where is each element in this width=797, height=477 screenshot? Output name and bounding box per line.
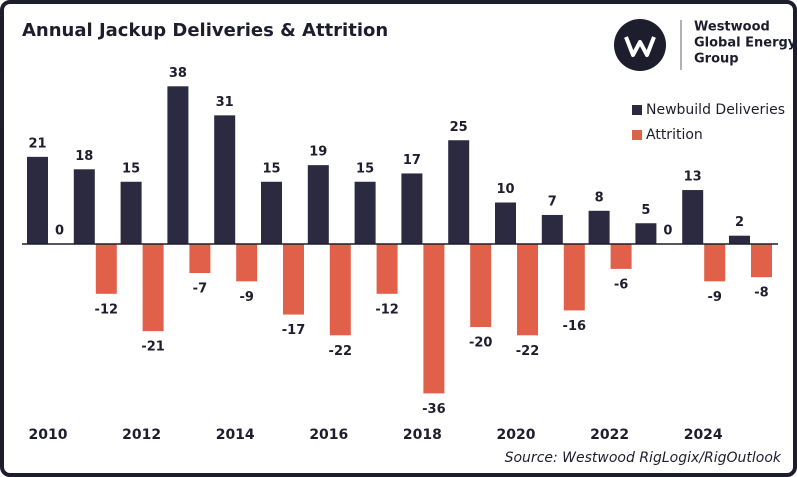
data-label: 31: [216, 95, 234, 110]
bar: [354, 181, 376, 244]
bar: [517, 244, 538, 336]
bar: [729, 235, 750, 244]
legend-label: Newbuild Deliveries: [646, 102, 785, 118]
data-label: 17: [403, 153, 421, 168]
bar: [307, 165, 329, 244]
x-tick-label: 2022: [590, 427, 629, 443]
bar: [95, 244, 117, 294]
bar: [751, 244, 772, 278]
bar: [214, 115, 236, 244]
bar: [470, 244, 492, 327]
data-label: 13: [684, 170, 702, 185]
bar: [73, 169, 95, 244]
bar: [704, 244, 726, 282]
source: Source: Westwood RigLogix/RigOutlook: [505, 450, 782, 466]
data-label: -9: [707, 290, 721, 305]
data-label: 21: [28, 136, 46, 151]
x-tick-label: 2016: [309, 427, 348, 443]
legend-swatch: [632, 130, 642, 140]
bar: [588, 210, 610, 244]
x-tick-label: 2012: [122, 427, 161, 443]
bar: [495, 202, 516, 244]
logo-w: [624, 36, 656, 57]
data-label: 38: [169, 66, 187, 81]
data-label: 19: [309, 145, 327, 160]
x-tick-label: 2014: [216, 427, 255, 443]
bar: [541, 214, 563, 244]
bar: [376, 244, 398, 294]
x-tick-label: 2020: [497, 427, 536, 443]
bar: [261, 181, 282, 244]
bar: [448, 140, 470, 244]
data-label: 18: [75, 149, 93, 164]
bar: [142, 244, 164, 332]
data-label: -6: [614, 277, 628, 292]
legend-label: Attrition: [646, 127, 703, 143]
data-label: -12: [95, 302, 119, 317]
logo: Westwood Global Energy Group: [614, 19, 797, 71]
data-label: 0: [663, 224, 672, 239]
x-tick-label: 2024: [684, 427, 723, 443]
x-tick-label: 2018: [403, 427, 442, 443]
bar: [189, 244, 211, 274]
bar: [401, 173, 423, 244]
data-label: 8: [595, 190, 604, 205]
logo-text: Westwood: [694, 20, 770, 35]
data-label: -16: [563, 319, 587, 334]
data-label: 15: [262, 161, 280, 176]
data-label: -8: [754, 286, 768, 301]
chart-title: Annual Jackup Deliveries & Attrition: [22, 20, 388, 41]
data-label: 2: [735, 215, 744, 230]
data-label: 7: [548, 194, 557, 209]
bar: [423, 244, 445, 394]
bar: [236, 244, 258, 282]
data-label: -7: [193, 282, 207, 297]
data-label: -9: [239, 290, 253, 305]
data-label: -21: [141, 340, 165, 355]
bar: [120, 181, 142, 244]
bar: [167, 86, 189, 244]
x-tick-label: 2010: [29, 427, 68, 443]
data-label: -22: [516, 344, 540, 359]
data-label: -17: [282, 323, 306, 338]
bar: [563, 244, 585, 311]
legend-swatch: [632, 105, 642, 115]
bar: [635, 223, 657, 244]
bar: [610, 244, 632, 269]
data-label: -12: [375, 302, 399, 317]
logo-text: Group: [694, 52, 739, 67]
bar: [27, 156, 48, 244]
data-label: 5: [641, 203, 650, 218]
data-label: 15: [122, 161, 140, 176]
data-label: -22: [329, 344, 353, 359]
data-label: 0: [55, 224, 64, 239]
bar: [682, 190, 704, 244]
data-label: -36: [422, 402, 446, 417]
bar: [283, 244, 304, 315]
bar: [329, 244, 351, 336]
data-label: 10: [496, 182, 514, 197]
data-label: 15: [356, 161, 374, 176]
data-label: 25: [450, 120, 468, 135]
logo-text: Global Energy: [694, 36, 797, 51]
data-label: -20: [469, 336, 493, 351]
